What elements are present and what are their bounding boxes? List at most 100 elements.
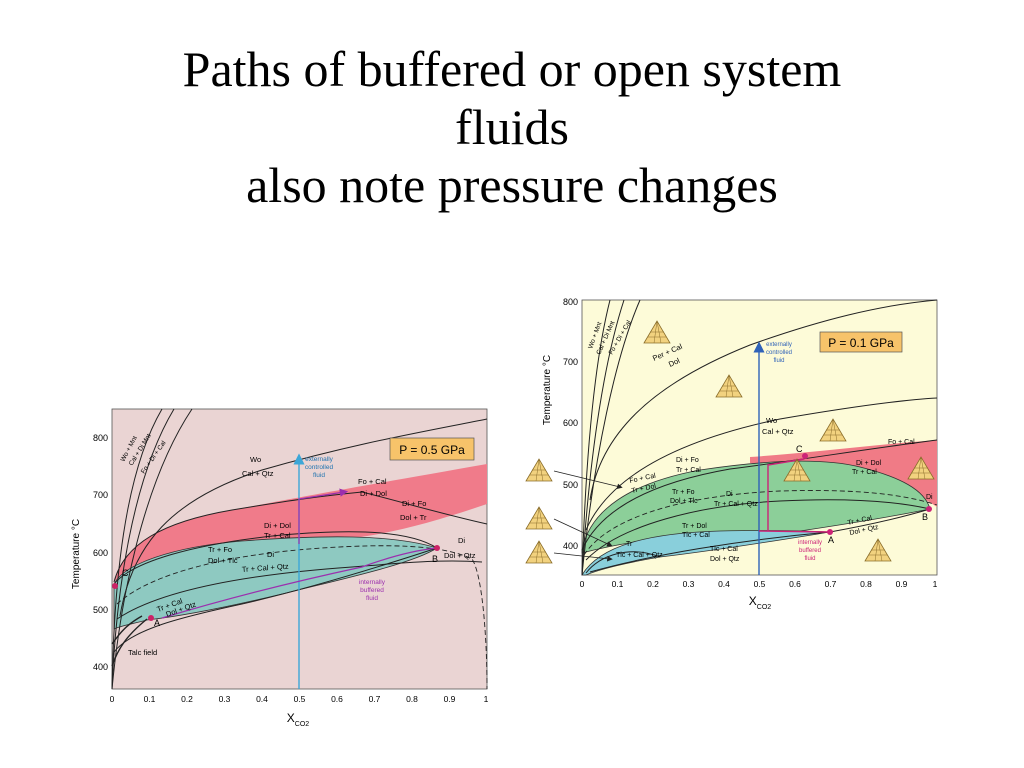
wo-mnt-curve xyxy=(581,299,611,576)
point-c-label: C xyxy=(796,444,803,454)
y-tick-label: 500 xyxy=(93,605,108,615)
label-di-fo: Di + Fo xyxy=(402,499,426,508)
label-fo-cal: Fo + Cal xyxy=(888,439,915,446)
tr-cal-qtz-curve xyxy=(585,499,931,561)
x-tick-label: 0.7 xyxy=(369,694,381,704)
x-tick-label: 0.1 xyxy=(144,694,156,704)
x-tick-label: 0 xyxy=(110,694,115,704)
point-c-marker xyxy=(112,583,118,589)
label-dol-tlc: Dol + Tlc xyxy=(208,556,238,565)
y-tick-label: 600 xyxy=(563,418,578,428)
label-tr-dol-2: Tr + Dol xyxy=(682,523,707,530)
label-dol-qtz: Dol + Qtz xyxy=(710,556,740,563)
buffered-fluid-path xyxy=(161,547,438,619)
fo-di-cal-curve xyxy=(581,299,641,576)
y-tick-label: 700 xyxy=(563,357,578,367)
label-tr-cal: Tr + Cal xyxy=(852,469,877,476)
point-a-marker xyxy=(827,529,833,535)
dol-qtz-curve xyxy=(589,508,931,573)
slide-title: Paths of buffered or open system fluids … xyxy=(0,40,1024,214)
per-cal-curve xyxy=(589,299,938,501)
x-tick-label: 0.2 xyxy=(181,694,193,704)
y-axis-label: Temperature °C xyxy=(71,519,82,589)
x-tick-label: 0.3 xyxy=(219,694,231,704)
x-axis-ticks: 0 0.1 0.2 0.3 0.4 0.5 0.6 0.7 0.8 0.9 1 xyxy=(110,694,489,704)
x-tick-label: 0.7 xyxy=(825,579,837,589)
pressure-box xyxy=(819,331,903,353)
assemblage-triangle xyxy=(525,458,553,482)
assemblage-triangle xyxy=(525,540,553,564)
external-fluid-label-1: externally xyxy=(305,456,334,463)
external-fluid-label-3: fluid xyxy=(313,472,325,479)
x-axis-ticks: 0 0.1 0.2 0.3 0.4 0.5 0.6 0.7 0.8 0.9 1 xyxy=(580,579,938,589)
x-tick-label: 0 xyxy=(580,579,585,589)
x-tick-label: 1 xyxy=(933,579,938,589)
cal-di-mnt-curve xyxy=(581,299,625,576)
y-axis-ticks: 400 500 600 700 800 xyxy=(93,433,108,672)
fo-cal-curve xyxy=(581,439,938,551)
title-line-2: fluids xyxy=(455,99,569,155)
x-tick-label: 0.1 xyxy=(612,579,624,589)
external-fluid-label-1: externally xyxy=(766,342,792,348)
x-tick-label: 0.8 xyxy=(406,694,418,704)
di-dol-curve xyxy=(113,531,438,585)
pointer-arrow xyxy=(553,470,623,490)
tr-fo-dashed-curve xyxy=(583,490,938,556)
label-tr-fo: Tr + Fo xyxy=(672,489,695,496)
label-wo: Wo xyxy=(766,416,777,425)
point-c-marker xyxy=(802,453,808,459)
label-dol-tr: Dol + Tr xyxy=(400,513,427,522)
label-tlc-cal: Tlc + Cal xyxy=(682,532,710,539)
point-c-label: C xyxy=(122,568,129,578)
y-tick-label: 800 xyxy=(93,433,108,443)
external-fluid-label-3: fluid xyxy=(773,358,784,364)
wo-mnt-curve xyxy=(111,408,163,690)
external-fluid-path xyxy=(767,458,805,531)
x-axis-label: XCO2 xyxy=(749,594,772,611)
tlc-cal-qtz-curve xyxy=(585,551,661,574)
fo-di-cal-curve xyxy=(111,408,193,690)
internal-fluid-label-2: buffered xyxy=(360,587,384,594)
label-di-dol: Di + Dol xyxy=(856,460,882,467)
label-di-2: Di xyxy=(458,536,465,545)
di-fo-curve xyxy=(361,491,488,525)
wo-reaction-curve xyxy=(119,418,488,617)
label-tr-cal-qtz: Tr + Cal + Qtz xyxy=(714,501,758,508)
external-fluid-label-2: controlled xyxy=(305,464,334,471)
label-di-fo: Di + Fo xyxy=(676,457,699,464)
label-cal-qtz: Cal + Qtz xyxy=(242,469,274,478)
pointer-arrow xyxy=(553,518,613,547)
x-tick-label: 0.9 xyxy=(444,694,456,704)
point-b-marker xyxy=(926,506,932,512)
label-di-dol-2: Di + Dol xyxy=(264,521,291,530)
point-b-label: B xyxy=(922,512,928,522)
x-tick-label: 0.6 xyxy=(331,694,343,704)
x-axis-label: XCO2 xyxy=(287,711,310,728)
label-di-dol: Di + Dol xyxy=(360,489,387,498)
pressure-label: P = 0.1 GPa xyxy=(828,336,894,350)
label-dol-tlc: Dol + Tlc xyxy=(670,498,698,505)
label-cal-qtz: Cal + Qtz xyxy=(762,427,794,436)
dol-qtz-curve xyxy=(113,547,438,653)
point-b-marker xyxy=(434,545,440,551)
y-tick-label: 400 xyxy=(563,541,578,551)
x-tick-label: 0.2 xyxy=(647,579,659,589)
x-tick-label: 0.9 xyxy=(896,579,908,589)
x-tick-label: 0.3 xyxy=(683,579,695,589)
internal-fluid-label-3: fluid xyxy=(804,556,815,562)
label-di: Di xyxy=(267,550,274,559)
external-fluid-path xyxy=(298,488,349,544)
x-tick-label: 0.8 xyxy=(860,579,872,589)
buffered-fluid-path xyxy=(758,530,831,533)
di-dol-field xyxy=(114,464,487,582)
cal-di-mnt-curve xyxy=(111,408,175,690)
label-tr: Tr xyxy=(626,541,633,548)
label-dol-qtz: Dol + Qtz xyxy=(444,551,476,560)
y-tick-label: 800 xyxy=(563,297,578,307)
y-axis-ticks: 400 500 600 700 800 xyxy=(563,297,578,551)
assemblage-triangle xyxy=(525,506,553,530)
external-fluid-label-2: controlled xyxy=(766,350,792,356)
tr-fo-dashed-curve xyxy=(116,545,488,690)
x-tick-label: 0.4 xyxy=(718,579,730,589)
title-line-3: also note pressure changes xyxy=(246,157,778,213)
